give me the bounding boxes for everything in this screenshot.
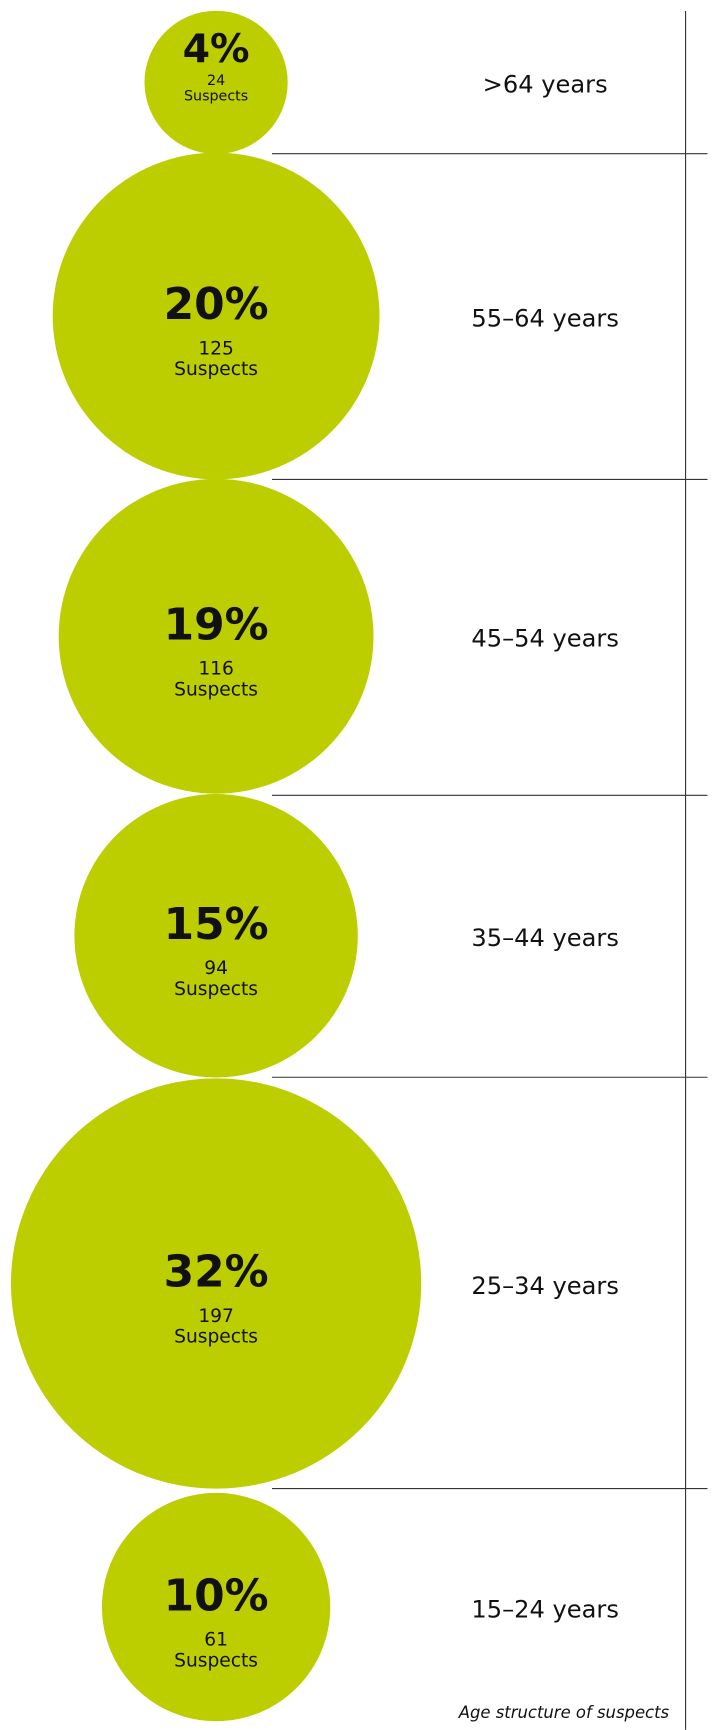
count-label: 94 bbox=[204, 958, 228, 979]
bubble bbox=[144, 10, 288, 154]
count-unit: Suspects bbox=[184, 89, 248, 105]
category-label: 45–54 years bbox=[471, 625, 619, 653]
count-unit: Suspects bbox=[174, 1327, 258, 1348]
bubble bbox=[101, 1492, 331, 1722]
count-label: 125 bbox=[198, 338, 234, 359]
count-unit: Suspects bbox=[174, 680, 258, 701]
percent-label: 10% bbox=[164, 1570, 269, 1621]
count-unit: Suspects bbox=[174, 1650, 258, 1671]
category-label: >64 years bbox=[483, 71, 608, 99]
category-label: 35–44 years bbox=[471, 924, 619, 952]
count-label: 197 bbox=[198, 1306, 234, 1327]
percent-label: 32% bbox=[164, 1247, 269, 1298]
count-label: 61 bbox=[204, 1629, 228, 1650]
percent-label: 20% bbox=[164, 279, 269, 330]
percent-label: 19% bbox=[164, 600, 269, 651]
caption: Age structure of suspects bbox=[458, 1703, 670, 1722]
bubble bbox=[58, 478, 374, 794]
category-label: 15–24 years bbox=[471, 1595, 619, 1623]
percent-label: 15% bbox=[164, 899, 269, 950]
category-label: 25–34 years bbox=[471, 1272, 619, 1300]
count-label: 24 bbox=[207, 73, 225, 89]
count-label: 116 bbox=[198, 659, 234, 680]
category-label: 55–64 years bbox=[471, 304, 619, 332]
count-unit: Suspects bbox=[174, 979, 258, 1000]
bubble bbox=[10, 1078, 422, 1489]
percent-label: 4% bbox=[183, 26, 250, 72]
count-unit: Suspects bbox=[174, 359, 258, 380]
bubble bbox=[52, 152, 380, 480]
bubble bbox=[74, 794, 358, 1078]
